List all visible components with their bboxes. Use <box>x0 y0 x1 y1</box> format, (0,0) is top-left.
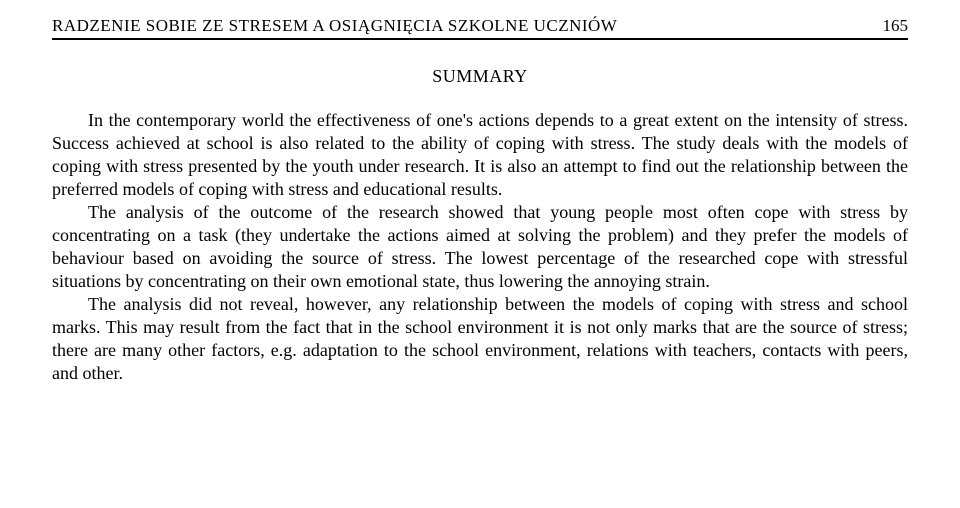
page-header: RADZENIE SOBIE ZE STRESEM A OSIĄGNIĘCIA … <box>52 16 908 40</box>
page-container: RADZENIE SOBIE ZE STRESEM A OSIĄGNIĘCIA … <box>0 0 960 385</box>
summary-heading: SUMMARY <box>52 66 908 87</box>
running-title: RADZENIE SOBIE ZE STRESEM A OSIĄGNIĘCIA … <box>52 16 617 36</box>
body-text: In the contemporary world the effectiven… <box>52 109 908 385</box>
page-number: 165 <box>883 16 909 36</box>
paragraph: The analysis did not reveal, however, an… <box>52 293 908 385</box>
paragraph: In the contemporary world the effectiven… <box>52 109 908 201</box>
paragraph: The analysis of the outcome of the resea… <box>52 201 908 293</box>
